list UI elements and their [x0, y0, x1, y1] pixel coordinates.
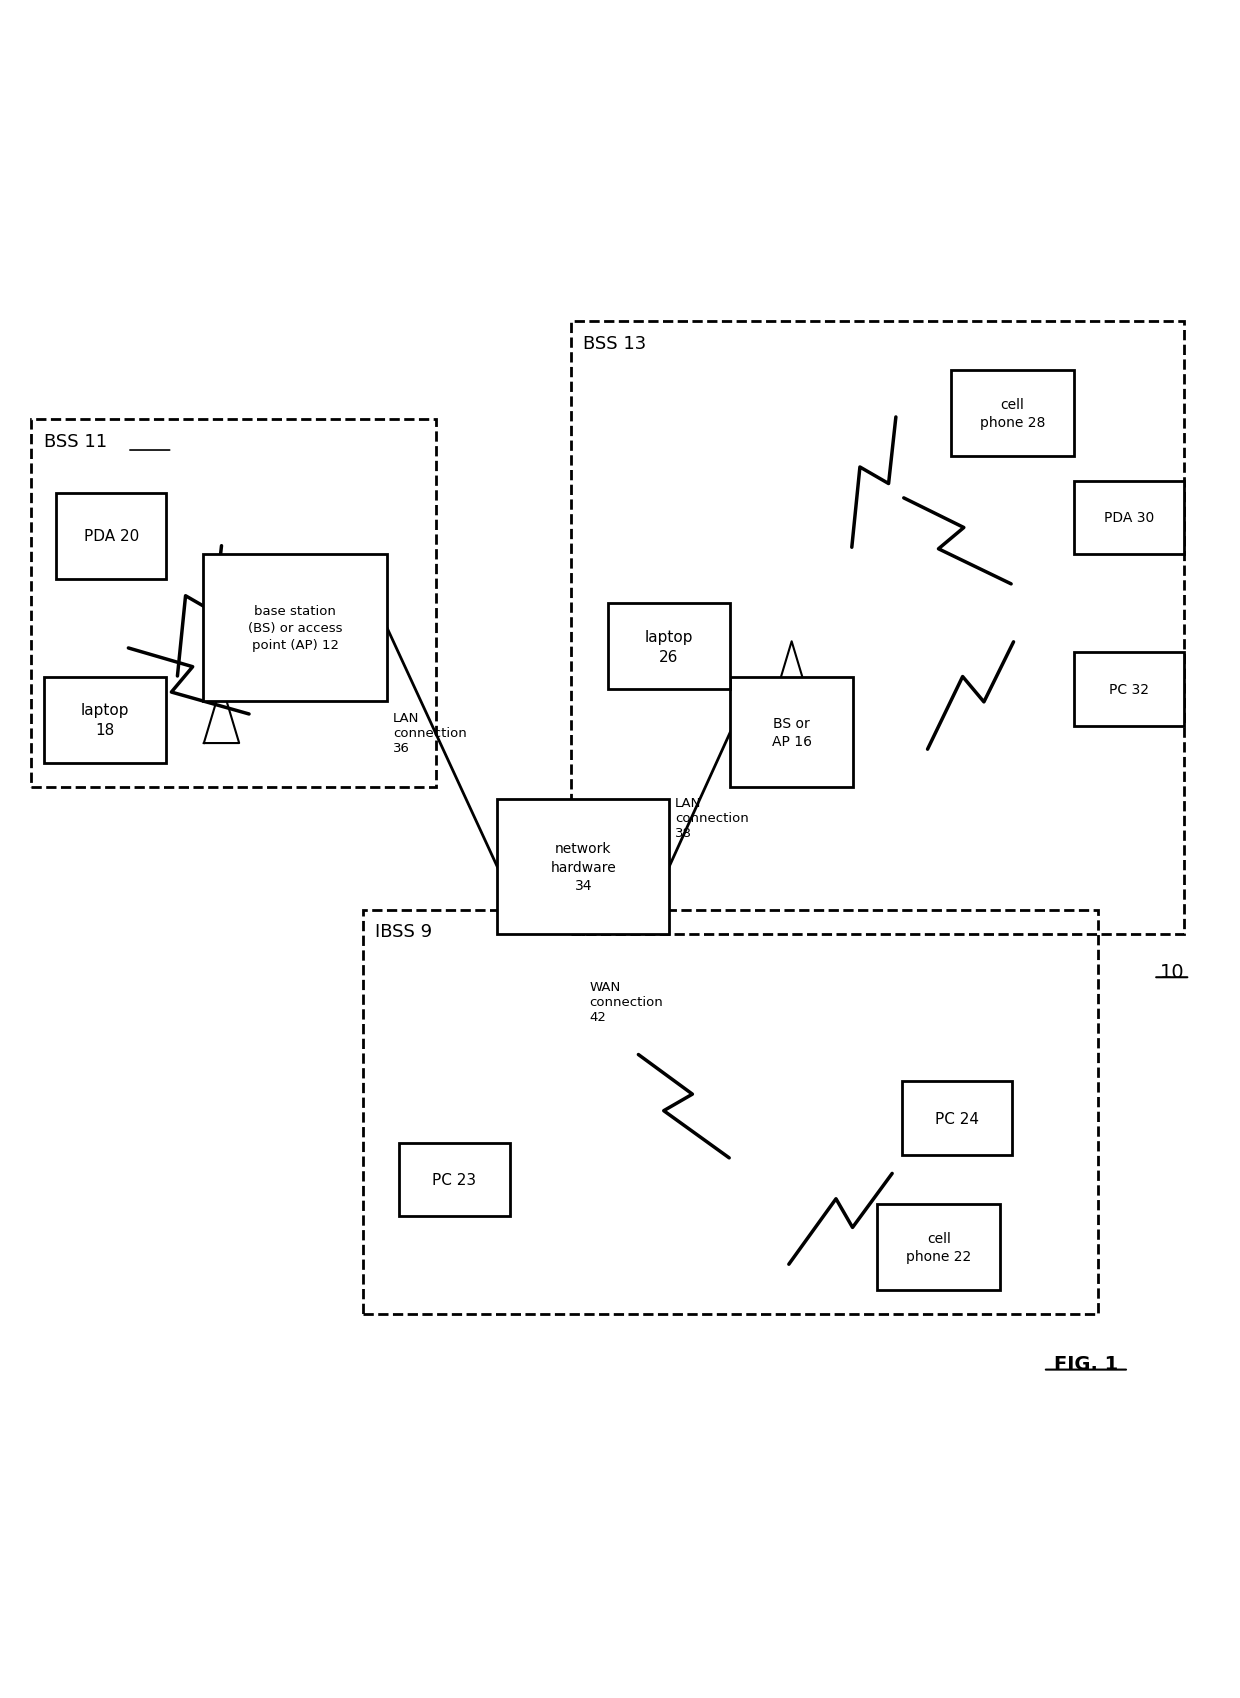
Text: LAN
connection
36: LAN connection 36: [393, 711, 467, 754]
Bar: [43, 678, 166, 762]
Text: laptop
26: laptop 26: [645, 630, 693, 664]
Bar: [570, 323, 1184, 936]
Bar: [497, 800, 670, 936]
Text: cell
phone 22: cell phone 22: [906, 1231, 971, 1263]
Bar: [56, 494, 166, 579]
Bar: [31, 419, 436, 788]
Text: 10: 10: [1159, 963, 1184, 981]
Text: laptop
18: laptop 18: [81, 703, 129, 737]
Text: PDA 20: PDA 20: [83, 530, 139, 543]
Bar: [1074, 482, 1184, 555]
Bar: [608, 604, 730, 689]
Bar: [951, 372, 1074, 457]
Bar: [878, 1204, 1001, 1290]
Text: PC 24: PC 24: [935, 1110, 980, 1126]
Text: PC 32: PC 32: [1109, 683, 1148, 696]
Text: WAN
connection
42: WAN connection 42: [589, 981, 663, 1024]
Bar: [203, 555, 387, 701]
Bar: [1074, 654, 1184, 727]
Bar: [730, 678, 853, 788]
Text: FIG. 1: FIG. 1: [1054, 1355, 1118, 1374]
Bar: [362, 910, 1099, 1314]
Text: cell
phone 28: cell phone 28: [980, 397, 1045, 430]
Text: BSS 11: BSS 11: [43, 433, 107, 450]
Text: network
hardware
34: network hardware 34: [551, 842, 616, 893]
Bar: [399, 1143, 510, 1216]
Text: BS or
AP 16: BS or AP 16: [771, 717, 812, 749]
Text: BSS 13: BSS 13: [583, 335, 646, 351]
Text: LAN
connection
38: LAN connection 38: [675, 796, 749, 841]
Text: PC 23: PC 23: [433, 1172, 476, 1187]
Bar: [901, 1082, 1012, 1155]
Text: base station
(BS) or access
point (AP) 12: base station (BS) or access point (AP) 1…: [248, 604, 342, 652]
Text: IBSS 9: IBSS 9: [374, 922, 432, 941]
Text: PDA 30: PDA 30: [1104, 511, 1154, 525]
